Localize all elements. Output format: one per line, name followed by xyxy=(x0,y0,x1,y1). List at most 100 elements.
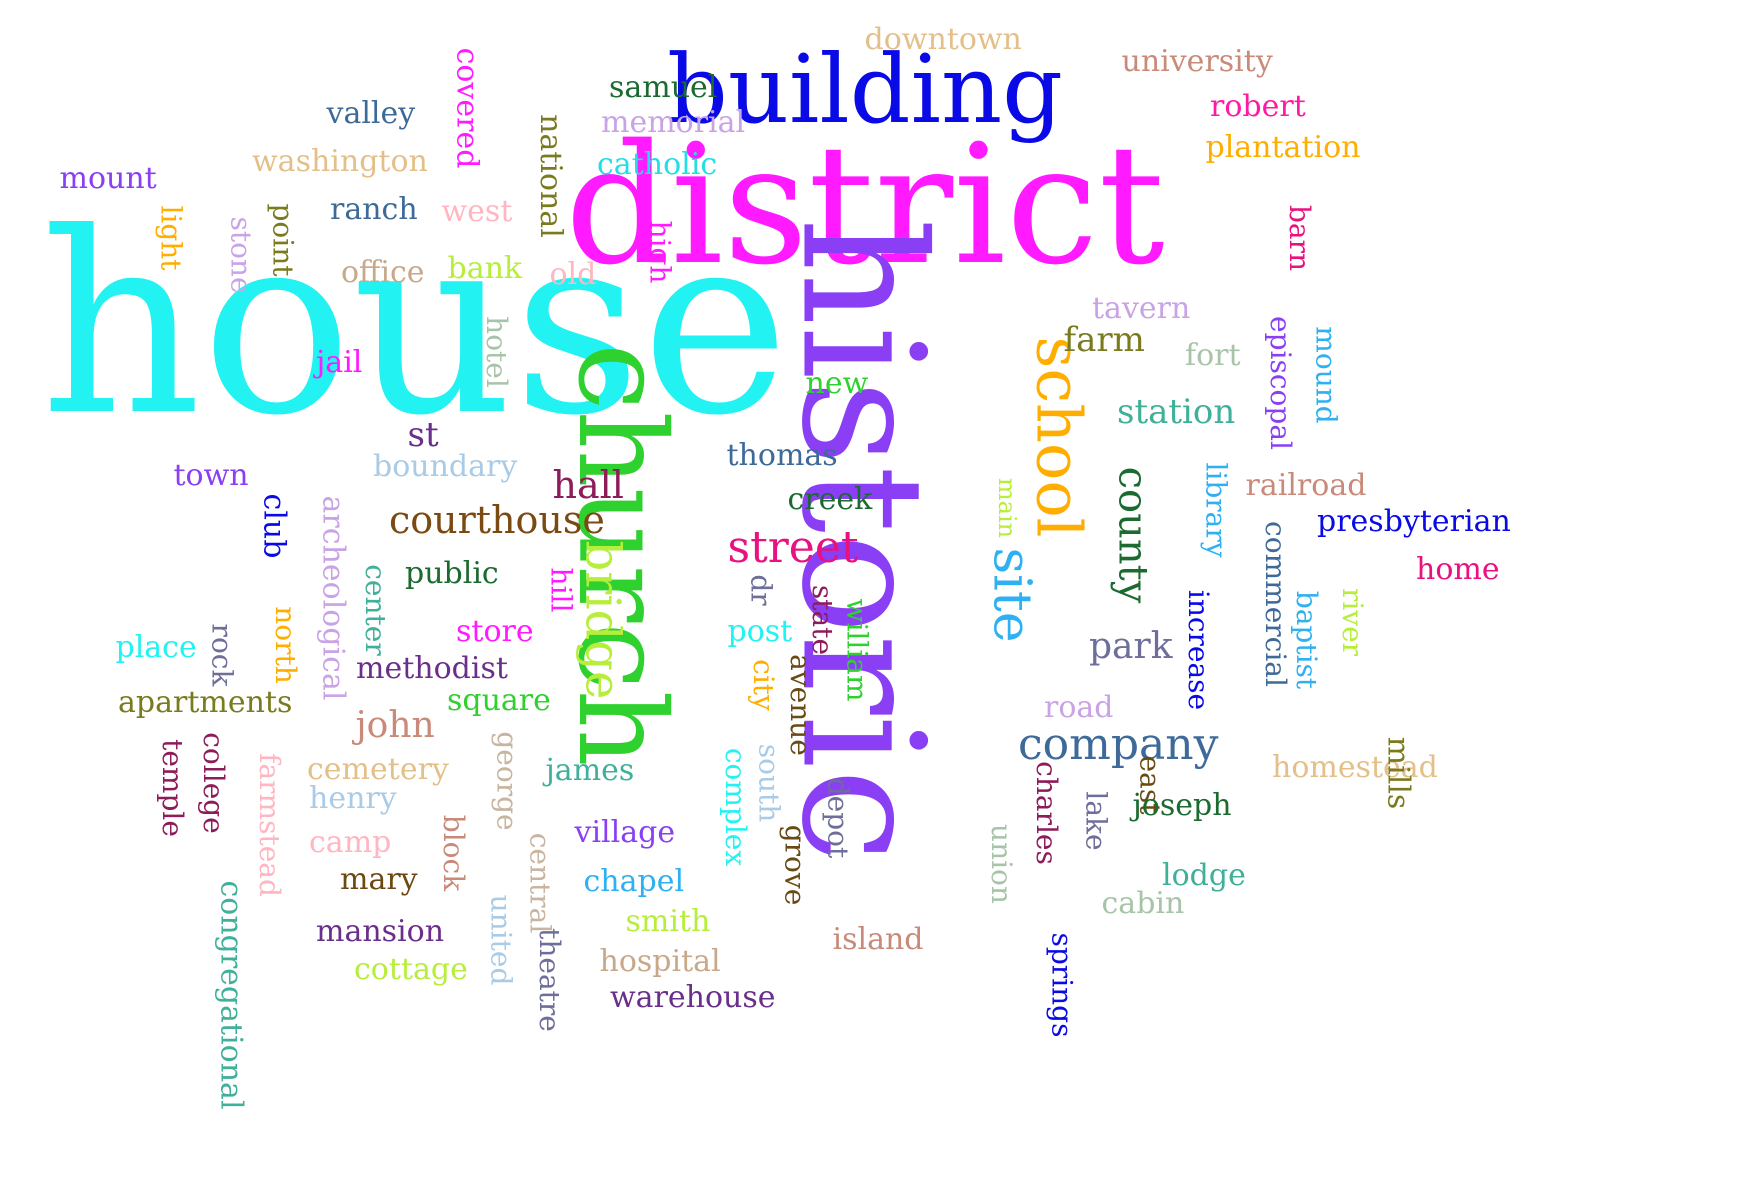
word-commercial: commercial xyxy=(1258,521,1292,687)
word-complex: complex xyxy=(719,747,753,867)
word-state: state xyxy=(806,584,840,656)
word-joseph: joseph xyxy=(1132,788,1232,823)
word-robert: robert xyxy=(1210,89,1306,124)
word-camp: camp xyxy=(309,825,392,860)
word-episcopal: episcopal xyxy=(1263,316,1297,450)
word-river: river xyxy=(1336,587,1370,657)
word-thomas: thomas xyxy=(726,438,838,473)
word-barn: barn xyxy=(1283,204,1317,272)
word-national: national xyxy=(532,114,568,238)
word-site: site xyxy=(981,547,1041,643)
word-house: house xyxy=(40,179,790,470)
word-park: park xyxy=(1089,626,1173,667)
word-bridge: bridge xyxy=(573,540,630,700)
word-jail: jail xyxy=(316,345,363,380)
word-valley: valley xyxy=(326,96,416,131)
word-grove: grove xyxy=(777,824,811,906)
word-hospital: hospital xyxy=(599,944,721,979)
word-congregational: congregational xyxy=(213,880,249,1110)
word-town: town xyxy=(173,458,249,493)
word-public: public xyxy=(405,556,499,591)
word-covered: covered xyxy=(448,47,484,169)
word-lake: lake xyxy=(1079,791,1113,851)
word-union: union xyxy=(984,824,1018,904)
word-office: office xyxy=(341,255,425,290)
word-charles: charles xyxy=(1029,761,1063,865)
word-ranch: ranch xyxy=(330,192,418,227)
word-mount: mount xyxy=(59,161,157,196)
word-james: james xyxy=(545,753,635,788)
word-baptist: baptist xyxy=(1290,590,1324,690)
word-smith: smith xyxy=(625,904,711,939)
word-farm: farm xyxy=(1063,320,1145,360)
word-creek: creek xyxy=(787,482,873,517)
word-homestead: homestead xyxy=(1272,750,1438,785)
word-springs: springs xyxy=(1044,932,1078,1038)
word-hotel: hotel xyxy=(479,316,513,388)
word-increase: increase xyxy=(1182,589,1216,711)
word-mound: mound xyxy=(1309,326,1343,424)
word-st: st xyxy=(407,415,439,455)
word-club: club xyxy=(255,493,291,559)
word-tavern: tavern xyxy=(1092,291,1191,326)
word-stone: stone xyxy=(224,216,258,294)
word-farmstead: farmstead xyxy=(252,753,286,897)
word-central: central xyxy=(522,832,556,934)
word-william: william xyxy=(840,598,874,702)
word-city: city xyxy=(746,659,780,711)
word-bank: bank xyxy=(447,251,523,286)
word-temple: temple xyxy=(155,739,189,837)
word-mansion: mansion xyxy=(316,914,445,949)
word-lodge: lodge xyxy=(1162,858,1246,893)
word-presbyterian: presbyterian xyxy=(1317,504,1511,539)
word-station: station xyxy=(1117,392,1236,432)
word-dr: dr xyxy=(744,574,778,606)
word-old: old xyxy=(549,257,597,292)
word-washington: washington xyxy=(252,144,428,179)
word-company: company xyxy=(1018,719,1219,770)
word-light: light xyxy=(154,205,188,271)
word-county: county xyxy=(1108,466,1155,604)
word-post: post xyxy=(727,614,793,649)
word-school: school xyxy=(1021,336,1095,538)
word-road: road xyxy=(1044,690,1114,725)
word-chapel: chapel xyxy=(583,864,685,899)
word-village: village xyxy=(574,815,676,850)
word-cabin: cabin xyxy=(1101,886,1185,921)
word-street: street xyxy=(727,522,859,573)
word-west: west xyxy=(441,194,513,229)
word-library: library xyxy=(1199,462,1233,558)
word-square: square xyxy=(447,683,551,718)
word-samuel: samuel xyxy=(609,70,718,105)
word-new: new xyxy=(805,366,869,401)
word-boundary: boundary xyxy=(373,449,518,484)
word-island: island xyxy=(832,922,924,957)
word-memorial: memorial xyxy=(601,105,746,140)
word-high: high xyxy=(642,220,676,284)
word-john: john xyxy=(355,705,435,746)
word-mills: mills xyxy=(1379,736,1415,810)
word-hall: hall xyxy=(552,463,624,507)
word-downtown: downtown xyxy=(864,22,1022,57)
word-railroad: railroad xyxy=(1245,468,1367,503)
word-north: north xyxy=(268,606,302,684)
word-theatre: theatre xyxy=(532,928,566,1032)
word-rock: rock xyxy=(204,623,238,687)
word-south: south xyxy=(751,743,785,823)
word-store: store xyxy=(456,614,534,649)
word-depot: depot xyxy=(820,777,854,859)
word-university: university xyxy=(1121,44,1273,79)
word-courthouse: courthouse xyxy=(389,498,605,542)
word-mary: mary xyxy=(340,862,418,897)
word-hill: hill xyxy=(543,567,577,613)
word-cottage: cottage xyxy=(354,952,468,987)
word-avenue: avenue xyxy=(783,654,817,756)
word-fort: fort xyxy=(1185,338,1241,373)
word-building: building xyxy=(667,34,1063,145)
word-block: block xyxy=(437,814,471,892)
word-methodist: methodist xyxy=(356,651,508,686)
word-point: point xyxy=(266,203,300,277)
word-district: district xyxy=(565,108,1165,301)
word-place: place xyxy=(115,630,197,665)
